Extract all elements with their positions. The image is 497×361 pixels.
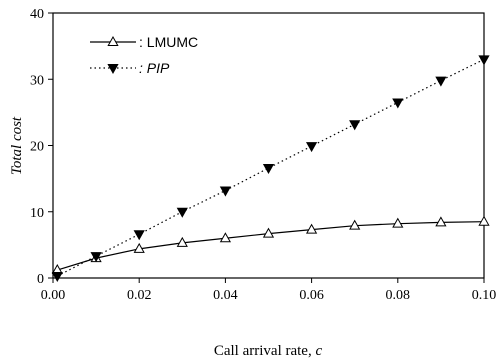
series-line-lmumc (57, 221, 485, 271)
legend-label-pip: : PIP (139, 60, 170, 76)
data-point-pip (392, 98, 404, 109)
data-point-lmumc (349, 219, 361, 230)
x-tick-label: 0.10 (472, 288, 497, 303)
y-axis-label: Total cost (9, 116, 25, 175)
data-point-pip (133, 230, 145, 241)
x-tick-label: 0.02 (127, 288, 152, 303)
x-axis-label-variable: c (315, 343, 322, 359)
legend: : LMUMC : PIP (90, 34, 198, 76)
x-tick-label: 0.06 (299, 288, 324, 303)
data-point-pip (51, 272, 63, 283)
x-tick-label: 0.00 (41, 288, 66, 303)
series-pip (51, 55, 490, 283)
y-tick-label: 40 (30, 7, 44, 22)
data-point-pip (435, 76, 447, 87)
legend-label-lmumc: : LMUMC (139, 34, 198, 50)
legend-marker-pip (107, 64, 119, 75)
y-tick-label: 0 (37, 272, 44, 287)
data-point-pip (305, 142, 318, 153)
y-tick-label: 30 (30, 73, 44, 88)
data-point-lmumc (219, 232, 232, 243)
axis-ticks: 0.00 0.02 0.04 0.06 0.08 0.10 0 10 20 30 40 (30, 7, 496, 303)
data-point-pip (262, 164, 275, 175)
data-point-lmumc (133, 242, 145, 253)
data-point-lmumc (435, 216, 447, 227)
x-tick-label: 0.04 (213, 288, 238, 303)
data-point-lmumc (305, 223, 318, 234)
plot-frame (52, 12, 485, 279)
y-tick-label: 20 (30, 140, 44, 155)
data-point-pip (90, 252, 102, 263)
data-point-lmumc (392, 217, 404, 228)
data-point-lmumc (262, 227, 275, 238)
y-tick-label: 10 (30, 206, 44, 221)
data-point-pip (219, 186, 232, 197)
data-point-pip (176, 207, 188, 218)
legend-marker-lmumc (107, 35, 119, 46)
data-point-lmumc (478, 215, 490, 226)
data-point-pip (349, 120, 361, 131)
data-point-lmumc (176, 236, 188, 247)
data-point-pip (478, 55, 490, 66)
x-axis-label-text: Call arrival rate, (214, 343, 316, 359)
x-tick-label: 0.08 (386, 288, 411, 303)
series-lmumc (51, 215, 490, 275)
x-axis-label: Call arrival rate, c (214, 343, 323, 359)
series-layer (51, 55, 490, 283)
